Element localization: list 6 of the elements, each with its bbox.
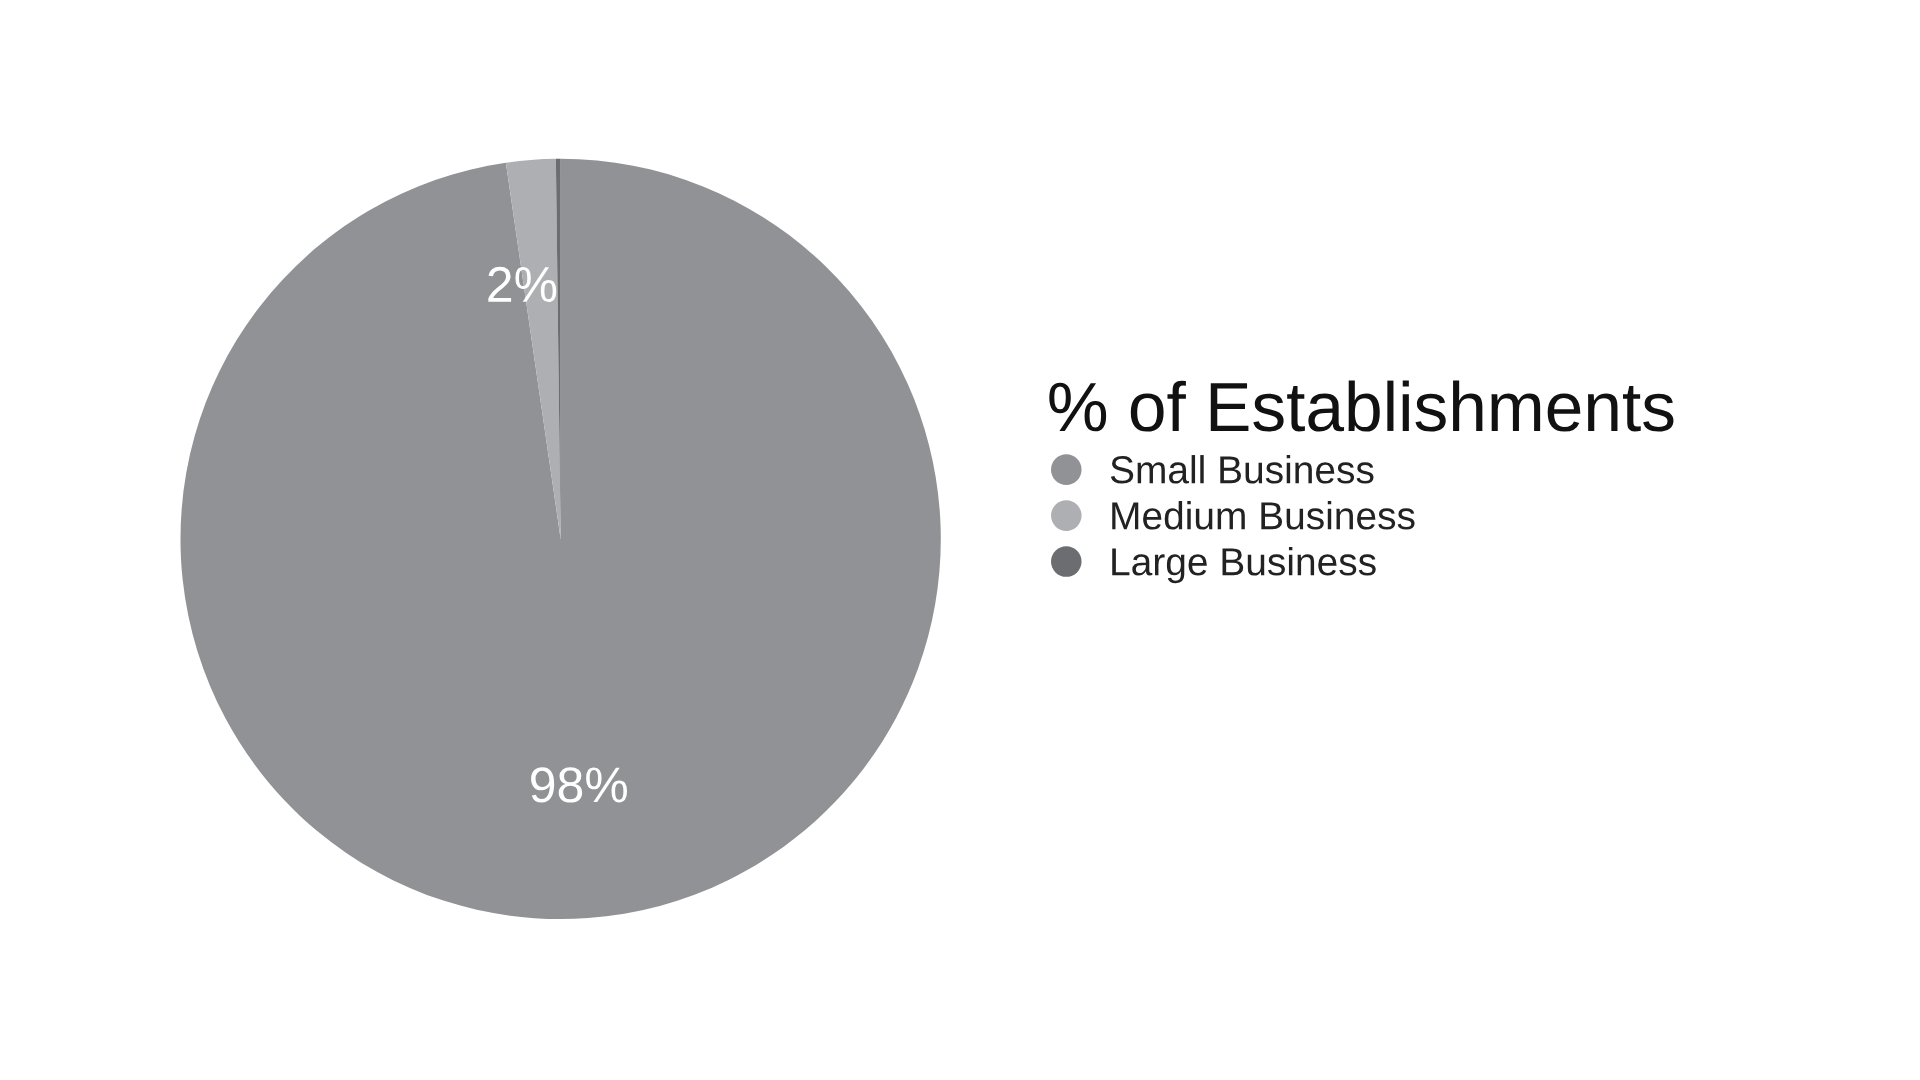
data-label: 2% bbox=[488, 266, 557, 303]
legend-label: Medium Business bbox=[1112, 501, 1415, 530]
legend-title: % of Establishments bbox=[1049, 380, 1674, 432]
legend-label: Large Business bbox=[1112, 547, 1376, 584]
data-label: 98% bbox=[531, 767, 628, 803]
legend-label: Small Business bbox=[1110, 455, 1374, 484]
